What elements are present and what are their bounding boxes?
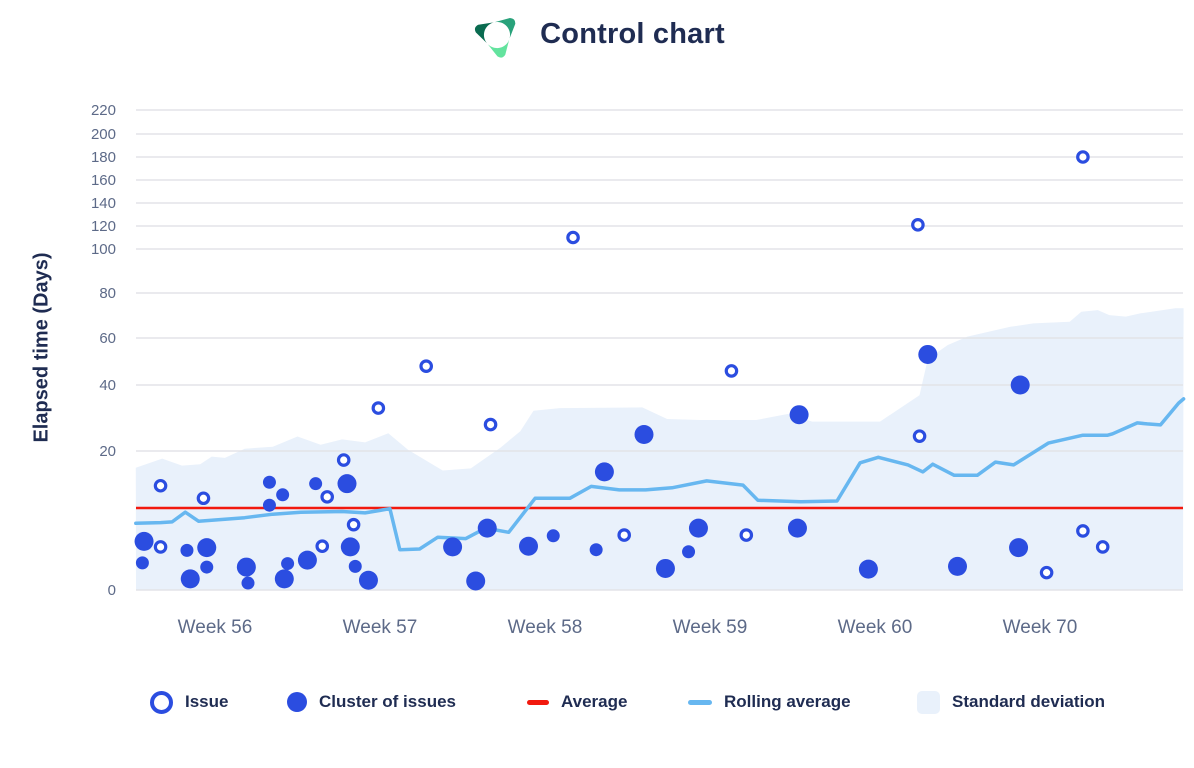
cluster-point[interactable] [594, 462, 614, 482]
rolling-average-line-icon [688, 699, 712, 705]
issue-point[interactable] [419, 359, 433, 373]
cluster-point[interactable] [948, 556, 967, 576]
legend-label: Cluster of issues [319, 692, 456, 711]
cluster-point[interactable] [358, 570, 378, 590]
cluster-point[interactable] [789, 405, 809, 425]
cluster-point[interactable] [918, 344, 938, 364]
y-tick-label: 120 [91, 218, 116, 235]
cluster-point[interactable] [309, 477, 323, 491]
issue-point[interactable] [320, 490, 334, 504]
cluster-point[interactable] [297, 550, 317, 570]
y-tick-label: 220 [91, 102, 116, 119]
issue-point[interactable] [371, 401, 386, 415]
y-tick-label: 100 [91, 241, 116, 258]
issue-point[interactable] [1039, 565, 1054, 580]
legend-item-rolling-average[interactable]: Rolling average [688, 688, 851, 716]
issue-point[interactable] [196, 491, 211, 506]
cluster-point[interactable] [281, 557, 295, 571]
cluster-marker-icon [287, 692, 307, 712]
legend-label: Standard deviation [952, 692, 1106, 711]
issue-point[interactable] [912, 429, 927, 443]
issue-point[interactable] [724, 364, 739, 378]
issue-point[interactable] [153, 540, 168, 554]
cluster-point[interactable] [200, 560, 214, 574]
legend-label: Issue [185, 692, 229, 711]
average-line-icon [527, 699, 549, 705]
std-deviation-band-icon [917, 690, 940, 714]
issue-point[interactable] [346, 517, 361, 532]
cluster-point[interactable] [241, 576, 255, 590]
issue-point[interactable] [1095, 540, 1110, 554]
legend-item-issue[interactable]: Issue [150, 688, 228, 716]
y-tick-label: 80 [99, 285, 116, 302]
issue-point[interactable] [1076, 150, 1090, 164]
y-tick-label: 140 [91, 195, 116, 212]
cluster-point[interactable] [135, 556, 149, 570]
cluster-point[interactable] [337, 474, 357, 494]
cluster-point[interactable] [634, 425, 654, 444]
cluster-point[interactable] [180, 543, 194, 557]
cluster-point[interactable] [655, 558, 675, 578]
issue-point[interactable] [617, 528, 631, 542]
issue-marker-icon [150, 690, 173, 714]
y-tick-label: 180 [91, 149, 116, 166]
cluster-point[interactable] [519, 536, 538, 556]
y-tick-label: 20 [99, 443, 116, 460]
cluster-point[interactable] [1010, 375, 1030, 395]
y-tick-label: 160 [91, 172, 116, 189]
cluster-point[interactable] [348, 559, 362, 573]
cluster-point[interactable] [466, 571, 486, 591]
legend-label: Rolling average [724, 692, 851, 711]
issue-point[interactable] [911, 218, 925, 232]
y-tick-label: 0 [108, 582, 116, 599]
issue-point[interactable] [566, 230, 580, 245]
cluster-point[interactable] [477, 518, 497, 538]
cluster-point[interactable] [180, 569, 200, 589]
y-tick-label: 200 [91, 126, 116, 143]
cluster-point[interactable] [682, 545, 696, 559]
y-tick-label: 40 [99, 377, 116, 394]
chart-legend: Issue Cluster of issues Average Rolling … [0, 688, 1194, 718]
cluster-point[interactable] [546, 529, 560, 543]
cluster-point[interactable] [276, 488, 290, 502]
issue-point[interactable] [1076, 524, 1090, 538]
control-chart-plot: 0 20 40 60 80 100 120 140 160 180 200 220 Week 56 Wee… [91, 102, 1186, 638]
cluster-point[interactable] [443, 537, 463, 557]
legend-item-average[interactable]: Average [527, 688, 627, 716]
x-tick-label: Week 59 [673, 617, 748, 638]
x-tick-label: Week 57 [343, 617, 418, 638]
cluster-point[interactable] [688, 518, 708, 538]
issue-point[interactable] [739, 528, 754, 542]
cluster-point[interactable] [1009, 538, 1029, 558]
x-tick-label: Week 70 [1003, 617, 1078, 638]
cluster-point[interactable] [197, 538, 217, 558]
cluster-point[interactable] [262, 498, 276, 512]
cluster-point[interactable] [858, 559, 878, 579]
x-tick-label: Week 58 [508, 617, 583, 638]
cluster-point[interactable] [134, 531, 154, 551]
cluster-point[interactable] [787, 518, 807, 538]
cluster-point[interactable] [262, 475, 276, 489]
cluster-point[interactable] [589, 543, 603, 557]
y-tick-label: 60 [99, 330, 116, 347]
cluster-point[interactable] [236, 557, 256, 577]
page-title: Control chart [540, 17, 725, 50]
legend-item-std-deviation[interactable]: Standard deviation [917, 688, 1105, 716]
legend-label: Average [561, 692, 628, 711]
x-tick-label: Week 60 [838, 617, 913, 638]
issue-point[interactable] [315, 539, 330, 554]
std-deviation-band [135, 308, 1184, 590]
cluster-point[interactable] [274, 569, 294, 589]
x-tick-label: Week 56 [178, 617, 253, 638]
issue-point[interactable] [153, 478, 168, 493]
issue-point[interactable] [483, 417, 498, 432]
issue-point[interactable] [336, 453, 351, 467]
app-logo-icon [475, 17, 516, 58]
page-header: Control chart [0, 4, 1194, 64]
cluster-point[interactable] [340, 537, 360, 557]
rolling-average-line [134, 397, 1186, 552]
legend-item-cluster[interactable]: Cluster of issues [287, 688, 456, 716]
